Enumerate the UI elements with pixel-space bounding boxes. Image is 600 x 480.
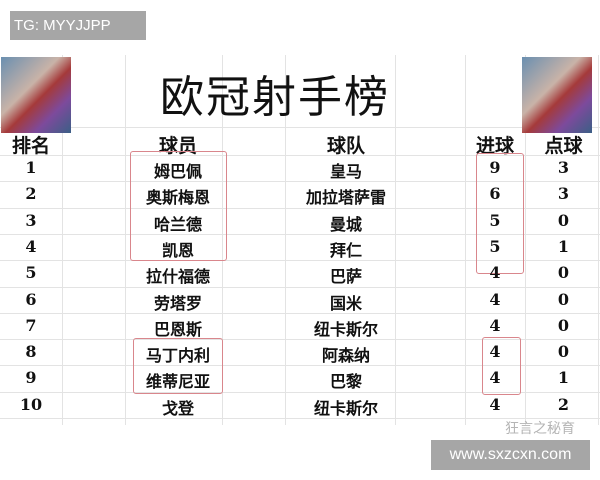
cell-player: 凯恩	[161, 240, 194, 260]
cell-goals: 4	[489, 368, 501, 388]
cell-penalties: 0	[557, 315, 570, 335]
cell-goals: 4	[489, 315, 501, 335]
grid-line	[0, 391, 600, 393]
watermark: 狂言之秘育	[505, 421, 575, 437]
cell-goals: 4	[489, 289, 501, 309]
cell-goals: 4	[489, 263, 501, 283]
cell-penalties: 1	[557, 368, 570, 388]
grid-line	[0, 260, 600, 262]
cell-team: 皇马	[329, 162, 362, 181]
grid-line	[525, 55, 526, 425]
cell-team: 巴黎	[329, 372, 362, 392]
grid-line	[0, 418, 600, 419]
tg-label: TG: MYYJJPP	[10, 11, 146, 40]
cell-team: 纽卡斯尔	[313, 398, 378, 418]
grid-line	[0, 181, 600, 183]
cell-goals: 4	[489, 394, 501, 414]
grid-line	[0, 127, 600, 128]
cell-team: 阿森纳	[321, 346, 370, 366]
cell-rank: 4	[25, 236, 37, 256]
grid-line	[285, 55, 286, 425]
grid-line	[0, 286, 600, 288]
cell-goals: 5	[489, 236, 501, 256]
highlight-box-goals-8-9	[482, 337, 521, 395]
cell-player: 戈登	[161, 398, 194, 418]
highlight-box-goals-top4	[476, 153, 524, 274]
cell-penalties: 0	[557, 342, 570, 362]
cell-penalties: 3	[557, 158, 570, 177]
player-illustration-right	[522, 57, 592, 133]
grid-line	[0, 339, 600, 341]
cell-rank: 7	[25, 315, 37, 335]
cell-team: 巴萨	[329, 267, 362, 287]
cell-rank: 6	[25, 289, 37, 309]
cell-penalties: 0	[557, 289, 570, 309]
header-penalties: 点球	[544, 135, 583, 157]
grid-line	[465, 55, 466, 425]
cell-rank: 3	[25, 210, 37, 230]
header-rank: 排名	[11, 135, 50, 157]
cell-team: 纽卡斯尔	[313, 319, 378, 339]
cell-goals: 6	[489, 184, 501, 204]
cell-rank: 2	[25, 184, 37, 204]
header-team: 球队	[326, 135, 365, 157]
grid-line	[222, 55, 223, 425]
grid-line	[62, 55, 63, 425]
cell-penalties: 2	[557, 394, 570, 414]
scorer-table: 欧冠射手榜 排名 球员 球队 进球 点球 1 姆巴佩 皇马 9 3 2 奥斯梅恩 加拉塔萨雷 6…	[0, 55, 600, 425]
highlight-box-players-8-9	[133, 338, 223, 394]
cell-goals: 4	[489, 342, 501, 362]
cell-rank: 1	[25, 158, 37, 177]
cell-player: 马丁内利	[145, 346, 210, 366]
grid-line	[395, 55, 396, 425]
grid-line	[598, 55, 599, 425]
cell-penalties: 1	[557, 236, 570, 256]
cell-team: 曼城	[329, 214, 362, 234]
site-label: www.sxzcxn.com	[431, 440, 590, 470]
cell-penalties: 0	[557, 263, 570, 283]
cell-goals: 5	[489, 210, 501, 230]
cell-player: 劳塔罗	[153, 293, 202, 313]
cell-player: 哈兰德	[153, 214, 202, 234]
cell-team: 拜仁	[329, 240, 362, 260]
grid-line	[0, 155, 600, 156]
grid-line	[0, 233, 600, 235]
cell-penalties: 0	[557, 210, 570, 230]
cell-team: 国米	[329, 293, 362, 313]
cell-rank: 10	[19, 394, 43, 414]
cell-penalties: 3	[557, 184, 570, 204]
header-goals: 进球	[475, 135, 514, 157]
cell-player: 巴恩斯	[153, 319, 202, 339]
cell-goals: 9	[489, 158, 501, 177]
cell-player: 维蒂尼亚	[145, 372, 210, 392]
cell-player: 拉什福德	[145, 267, 210, 287]
cell-team: 加拉塔萨雷	[305, 188, 386, 208]
page-title: 欧冠射手榜	[160, 72, 390, 123]
cell-player: 姆巴佩	[153, 162, 202, 181]
highlight-box-players-top4	[130, 151, 227, 261]
player-illustration-left	[1, 57, 71, 133]
grid-line	[0, 207, 600, 209]
grid-line	[0, 365, 600, 367]
cell-rank: 5	[25, 263, 37, 283]
grid-line	[125, 55, 126, 425]
cell-player: 奥斯梅恩	[145, 188, 210, 208]
cell-rank: 9	[25, 368, 37, 388]
grid-line	[0, 312, 600, 314]
cell-rank: 8	[25, 342, 37, 362]
